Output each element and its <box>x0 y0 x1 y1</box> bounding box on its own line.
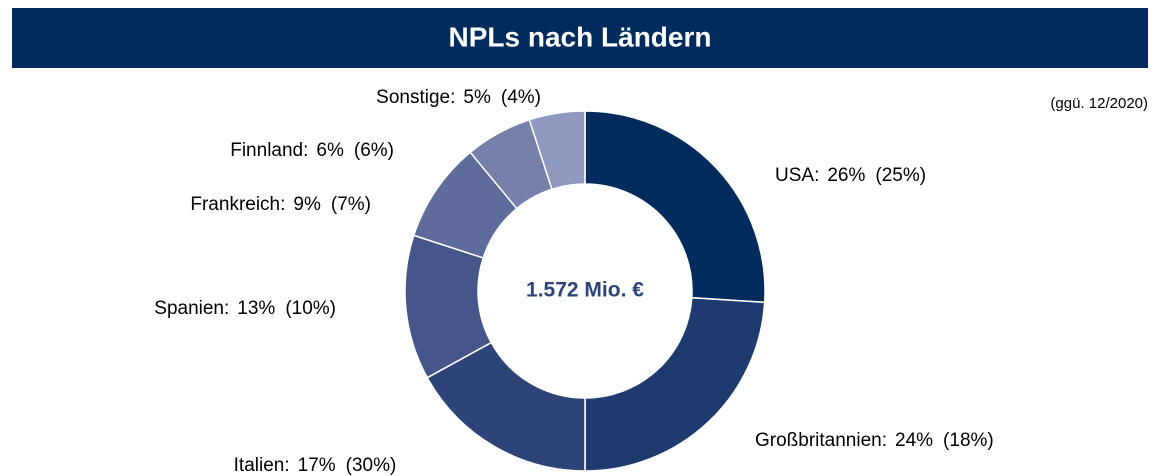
prior-value-label: (4%) <box>501 87 541 108</box>
category-name: USA: <box>775 165 819 186</box>
segment-label: Italien: 17% (30%) <box>234 455 397 476</box>
category-name: Frankreich: <box>190 194 285 215</box>
prior-value-label: (25%) <box>875 165 926 186</box>
prior-value-label: (6%) <box>354 140 394 161</box>
donut-segment <box>528 110 586 191</box>
prior-value-label: (7%) <box>331 194 371 215</box>
donut-segment <box>584 296 766 472</box>
value-label: 24% <box>895 430 933 451</box>
title-bar <box>12 8 1148 68</box>
chart-title: NPLs nach Ländern <box>449 21 712 52</box>
segment-label: USA: 26% (25%) <box>775 165 926 186</box>
prior-value-label: (30%) <box>346 455 397 476</box>
value-label: 13% <box>237 298 275 319</box>
category-name: Sonstige: <box>376 87 455 108</box>
category-name: Spanien: <box>154 298 229 319</box>
value-label: 5% <box>463 87 491 108</box>
value-label: 9% <box>293 194 321 215</box>
prior-value-label: (10%) <box>285 298 336 319</box>
segment-label: Großbritannien: 24% (18%) <box>755 430 994 451</box>
value-label: 26% <box>827 165 865 186</box>
center-label: 1.572 Mio. € <box>526 279 644 302</box>
annotation: (ggü. 12/2020) <box>1050 95 1148 112</box>
category-name: Italien: <box>234 455 290 476</box>
value-label: 17% <box>298 455 336 476</box>
segment-label: Sonstige: 5% (4%) <box>376 87 541 108</box>
segment-label: Finnland: 6% (6%) <box>230 140 394 161</box>
category-name: Finnland: <box>230 140 308 161</box>
segment-label: Spanien: 13% (10%) <box>154 298 336 319</box>
category-name: Großbritannien: <box>755 430 887 451</box>
value-label: 6% <box>316 140 344 161</box>
donut-segment <box>584 110 766 304</box>
prior-value-label: (18%) <box>943 430 994 451</box>
segment-label: Frankreich: 9% (7%) <box>190 194 371 215</box>
